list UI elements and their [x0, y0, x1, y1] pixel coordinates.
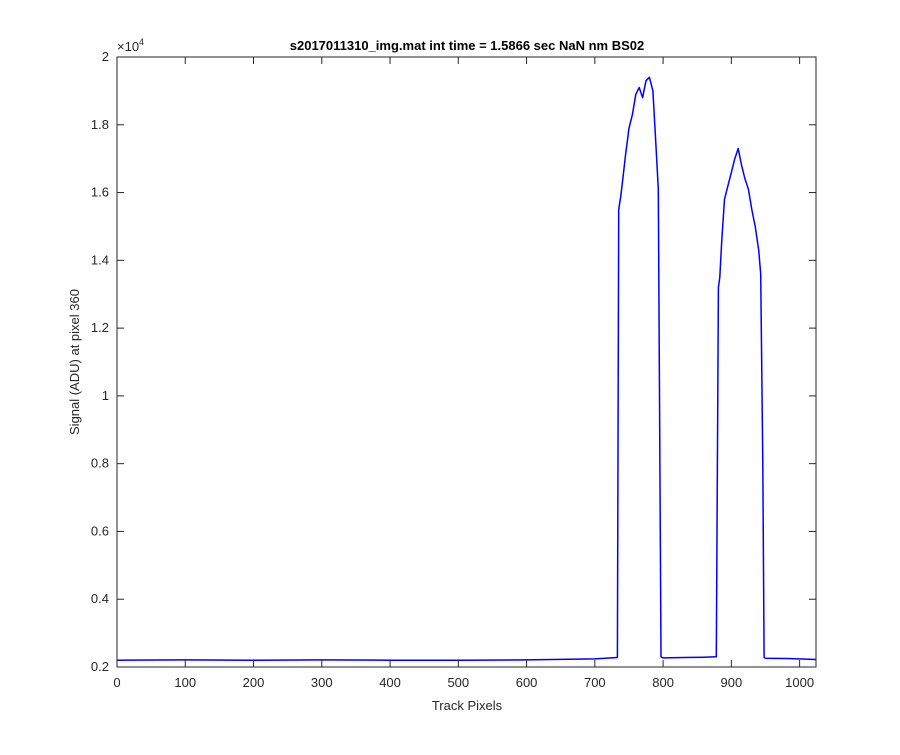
x-tick-label: 900	[721, 675, 743, 690]
plot-area	[116, 56, 817, 668]
data-layer	[116, 76, 817, 661]
y-tick-label: 1.8	[91, 117, 109, 132]
y-exponent-power: 4	[139, 37, 144, 47]
x-tick-label: 200	[243, 675, 265, 690]
y-tick-label: 1	[102, 388, 109, 403]
x-tick-label: 800	[652, 675, 674, 690]
y-tick-label: 0.6	[91, 523, 109, 538]
x-tick-label: 400	[379, 675, 401, 690]
x-tick-label: 600	[516, 675, 538, 690]
axes-box	[116, 56, 817, 668]
x-tick-label: 1000	[785, 675, 814, 690]
x-axis-label: Track Pixels	[432, 698, 503, 713]
series-line	[116, 76, 817, 661]
x-tick-label: 700	[584, 675, 606, 690]
y-exponent-base: ×10	[117, 39, 139, 54]
y-axis: 0.2 0.4 0.6 0.8 1 1.2 1.4 1.6 1.8 2	[91, 49, 816, 674]
x-axis: 0 100 200 300 400 500 600 700 800 900 1000	[113, 57, 814, 690]
y-tick-label: 0.4	[91, 591, 109, 606]
chart-title: s2017011310_img.mat int time = 1.5866 se…	[290, 38, 644, 53]
x-tick-label: 300	[311, 675, 333, 690]
y-tick-label: 0.8	[91, 456, 109, 471]
y-tick-label: 2	[102, 49, 109, 64]
y-exponent-label: ×10 4	[117, 37, 144, 54]
y-tick-label: 1.4	[91, 252, 109, 267]
x-tick-label: 0	[113, 675, 120, 690]
y-axis-label: Signal (ADU) at pixel 360	[67, 289, 82, 435]
x-tick-label: 100	[174, 675, 196, 690]
y-tick-label: 1.6	[91, 185, 109, 200]
y-tick-label: 1.2	[91, 320, 109, 335]
x-tick-label: 500	[447, 675, 469, 690]
y-tick-label: 0.2	[91, 659, 109, 674]
